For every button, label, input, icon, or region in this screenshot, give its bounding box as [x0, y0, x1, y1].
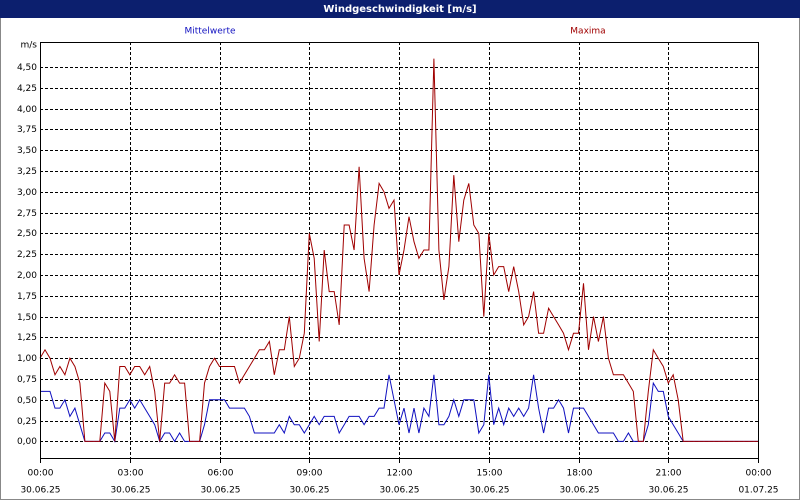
legend-entry: Mittelwerte [184, 27, 235, 37]
x-tick-label: 09:00 [297, 469, 323, 479]
series-line [39, 58, 758, 442]
y-tick-label: 1,25 [17, 333, 37, 343]
y-axis-label: m/s [21, 41, 38, 51]
y-tick-label: 2,25 [17, 250, 37, 260]
plot-border [40, 42, 759, 459]
y-tick-label: 3,50 [17, 146, 37, 156]
x-tick-label: 12:00 [387, 469, 413, 479]
y-tick-label: 1,50 [17, 313, 37, 323]
x-tick-label: 03:00 [118, 469, 144, 479]
x-tick-label: 00:00 [746, 469, 772, 479]
y-tick-label: 4,25 [17, 84, 37, 94]
y-tick-label: 2,00 [17, 271, 37, 281]
x-tick-date: 30.06.25 [110, 486, 150, 496]
y-tick-label: 0,75 [17, 375, 37, 385]
y-tick-label: 2,75 [17, 209, 37, 219]
x-tick-date: 30.06.25 [200, 486, 240, 496]
x-tick-label: 21:00 [656, 469, 682, 479]
chart-title: Windgeschwindigkeit [m/s] [323, 4, 476, 15]
x-tick-label: 00:00 [28, 469, 54, 479]
x-tick-date: 01.07.25 [738, 486, 778, 496]
x-tick-date: 30.06.25 [559, 486, 599, 496]
x-tick-label: 06:00 [208, 469, 234, 479]
y-tick-label: 3,25 [17, 167, 37, 177]
y-tick-label: 1,00 [17, 354, 37, 364]
y-tick-label: 3,00 [17, 188, 37, 198]
y-tick-label: 3,75 [17, 125, 37, 135]
x-tick-date: 30.06.25 [469, 486, 509, 496]
legend-entry: Maxima [570, 27, 605, 37]
y-tick-label: 0,50 [17, 396, 37, 406]
y-tick-label: 4,00 [17, 105, 37, 115]
y-tick-label: 0,00 [17, 437, 37, 447]
y-tick-label: 4,50 [17, 63, 37, 73]
x-tick-date: 30.06.25 [289, 486, 329, 496]
x-tick-date: 30.06.25 [379, 486, 419, 496]
x-tick-label: 15:00 [477, 469, 503, 479]
title-bar [0, 0, 800, 18]
y-tick-label: 1,75 [17, 292, 37, 302]
y-tick-label: 2,50 [17, 229, 37, 239]
x-tick-label: 18:00 [567, 469, 593, 479]
y-tick-label: 0,25 [17, 417, 37, 427]
x-tick-date: 30.06.25 [648, 486, 688, 496]
x-tick-date: 30.06.25 [20, 486, 60, 496]
